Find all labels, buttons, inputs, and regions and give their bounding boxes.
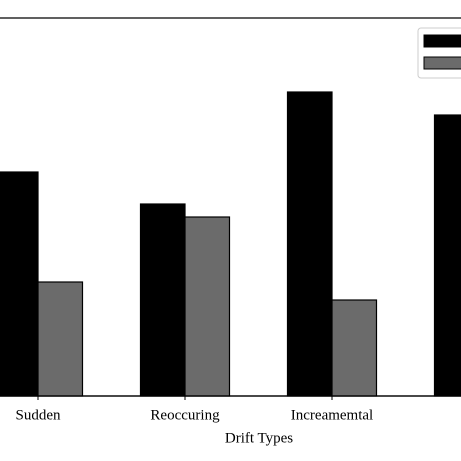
bar xyxy=(286,91,333,397)
legend-swatch xyxy=(423,34,461,48)
bar xyxy=(184,216,231,397)
legend-swatch xyxy=(423,56,461,70)
bar xyxy=(0,171,39,397)
bar xyxy=(139,203,186,397)
x-tick-label: Sudden xyxy=(16,407,62,423)
x-tick-label: Reoccuring xyxy=(150,407,220,423)
x-axis-label: Drift Types xyxy=(225,430,293,446)
bar xyxy=(433,114,461,397)
x-tick-label: Increamemtal xyxy=(291,407,373,423)
bar xyxy=(331,299,378,397)
bar xyxy=(37,281,84,397)
